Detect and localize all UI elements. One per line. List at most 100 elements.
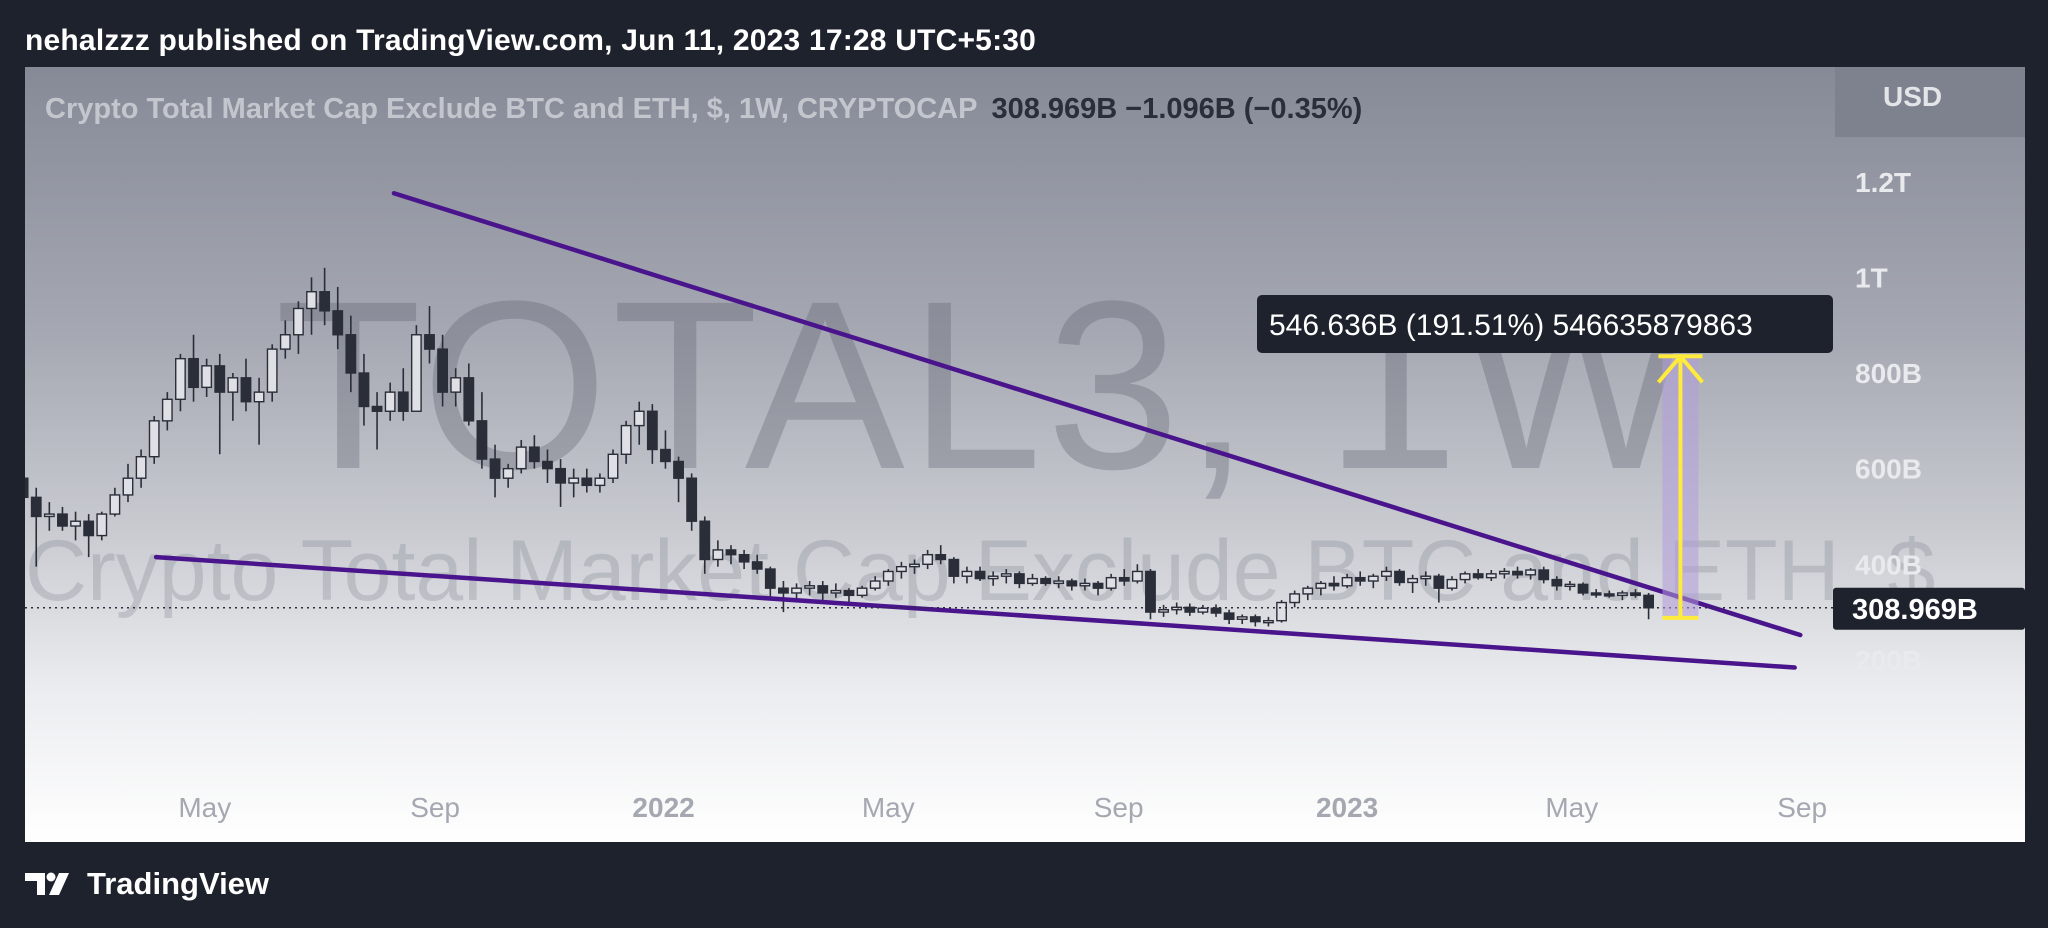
- candle-body: [1394, 570, 1405, 584]
- candle-body: [384, 391, 396, 412]
- candle-body: [1590, 592, 1602, 596]
- chart-area[interactable]: TOTAL3, 1W Crypto Total Market Cap Exclu…: [25, 67, 2025, 842]
- candle-body: [1472, 573, 1484, 579]
- candle-body: [201, 365, 213, 389]
- candle-body: [30, 496, 42, 518]
- candle-body: [319, 291, 331, 312]
- candle-body: [909, 563, 920, 568]
- candle-body: [555, 467, 566, 484]
- candle-body: [791, 587, 802, 594]
- candle-body: [96, 513, 108, 537]
- tradingview-logo: TradingView: [25, 866, 269, 902]
- candle-body: [135, 455, 147, 479]
- candle-body: [1079, 582, 1091, 587]
- publisher-line: nehalzzz published on TradingView.com, J…: [25, 24, 1037, 57]
- candle-body: [83, 520, 95, 537]
- symbol-legend: Crypto Total Market Cap Exclude BTC and …: [45, 93, 1362, 126]
- candle-body: [1105, 576, 1117, 589]
- candle-body: [1354, 576, 1366, 582]
- candle-body: [856, 587, 868, 597]
- candle-body: [188, 357, 199, 389]
- candle-body: [371, 405, 383, 412]
- candle-body: [646, 410, 658, 451]
- candle-body: [1485, 573, 1497, 579]
- candle-body: [594, 477, 606, 487]
- candle-body: [948, 558, 960, 577]
- candle-body: [1564, 583, 1576, 588]
- last-price-label-box: [1833, 587, 2025, 630]
- tradingview-logo-icon: [25, 872, 69, 895]
- candle-body: [817, 585, 829, 594]
- candle-body: [1197, 607, 1209, 613]
- candle-body: [633, 410, 645, 427]
- candle-body: [1643, 594, 1655, 609]
- measure-label-box: [1257, 295, 1833, 353]
- x-axis-tick-label: Sep: [1777, 792, 1827, 823]
- candle-body: [109, 494, 121, 515]
- candle-body: [686, 477, 698, 522]
- symbol-title: Crypto Total Market Cap Exclude BTC and …: [45, 93, 978, 125]
- candle-body: [1603, 593, 1615, 597]
- candle-body: [1210, 607, 1222, 614]
- candle-body: [450, 377, 462, 393]
- candle-body: [1381, 570, 1392, 577]
- candle-body: [1236, 616, 1248, 620]
- candle-body: [57, 513, 68, 527]
- candle-body: [463, 377, 475, 422]
- candle-body: [1630, 592, 1641, 597]
- candle-body: [1066, 580, 1078, 587]
- y-axis-tick-label: 400B: [1855, 549, 1922, 580]
- candle-body: [279, 334, 291, 350]
- candle-body: [1289, 593, 1301, 604]
- candle-body: [1498, 570, 1510, 575]
- candle-body: [1407, 577, 1419, 584]
- candle-body: [227, 377, 239, 393]
- candle-body: [1551, 578, 1563, 587]
- y-axis-tick-label: 600B: [1855, 454, 1922, 485]
- candle-body: [1263, 619, 1274, 624]
- x-axis-tick-label: May: [862, 792, 915, 823]
- candle-body: [1223, 612, 1235, 620]
- price-chart[interactable]: 546.636B (191.51%) 546635879863 200B 400B 6…: [25, 67, 2025, 842]
- candle-body: [345, 334, 357, 374]
- candle-body: [1315, 582, 1327, 589]
- candle-body: [1420, 575, 1432, 580]
- candle-body: [358, 372, 370, 408]
- candle-body: [830, 589, 842, 594]
- candle-body: [332, 310, 344, 336]
- measure-label-text: 546.636B (191.51%) 546635879863: [1269, 309, 1753, 342]
- x-axis-tick-label: Sep: [1094, 792, 1144, 823]
- candle-body: [843, 589, 855, 597]
- candle-body: [660, 448, 671, 463]
- currency-button[interactable]: USD: [1835, 67, 2025, 137]
- candle-body: [738, 554, 750, 563]
- candle-body: [424, 334, 435, 350]
- candle-body: [1053, 580, 1065, 585]
- candle-body: [1276, 601, 1287, 622]
- x-axis-tick-label: May: [1545, 792, 1598, 823]
- candle-body: [1459, 573, 1471, 581]
- candle-body: [673, 460, 684, 479]
- candle-body: [974, 570, 986, 580]
- candle-body: [148, 420, 160, 458]
- candle-body: [961, 570, 973, 577]
- candle-body: [607, 453, 619, 479]
- candle-body: [397, 391, 409, 412]
- candle-body: [542, 460, 553, 470]
- candle-body: [214, 365, 226, 393]
- last-price-label: 308.969B: [1852, 594, 1978, 626]
- candle-body: [1525, 569, 1537, 576]
- candle-body: [1092, 582, 1104, 589]
- candle-body: [1616, 592, 1628, 597]
- y-axis-tick-label: 1T: [1855, 262, 1888, 293]
- candle-body: [987, 575, 999, 580]
- candle-body: [935, 554, 947, 561]
- candle-body: [1040, 577, 1052, 585]
- y-axis-tick-label: 800B: [1855, 358, 1922, 389]
- candle-body: [895, 565, 907, 573]
- candle-body: [306, 291, 317, 310]
- candle-body: [1577, 583, 1589, 594]
- candle-body: [25, 477, 29, 499]
- trendline-lower: [153, 554, 1797, 670]
- candle-body: [1158, 608, 1169, 613]
